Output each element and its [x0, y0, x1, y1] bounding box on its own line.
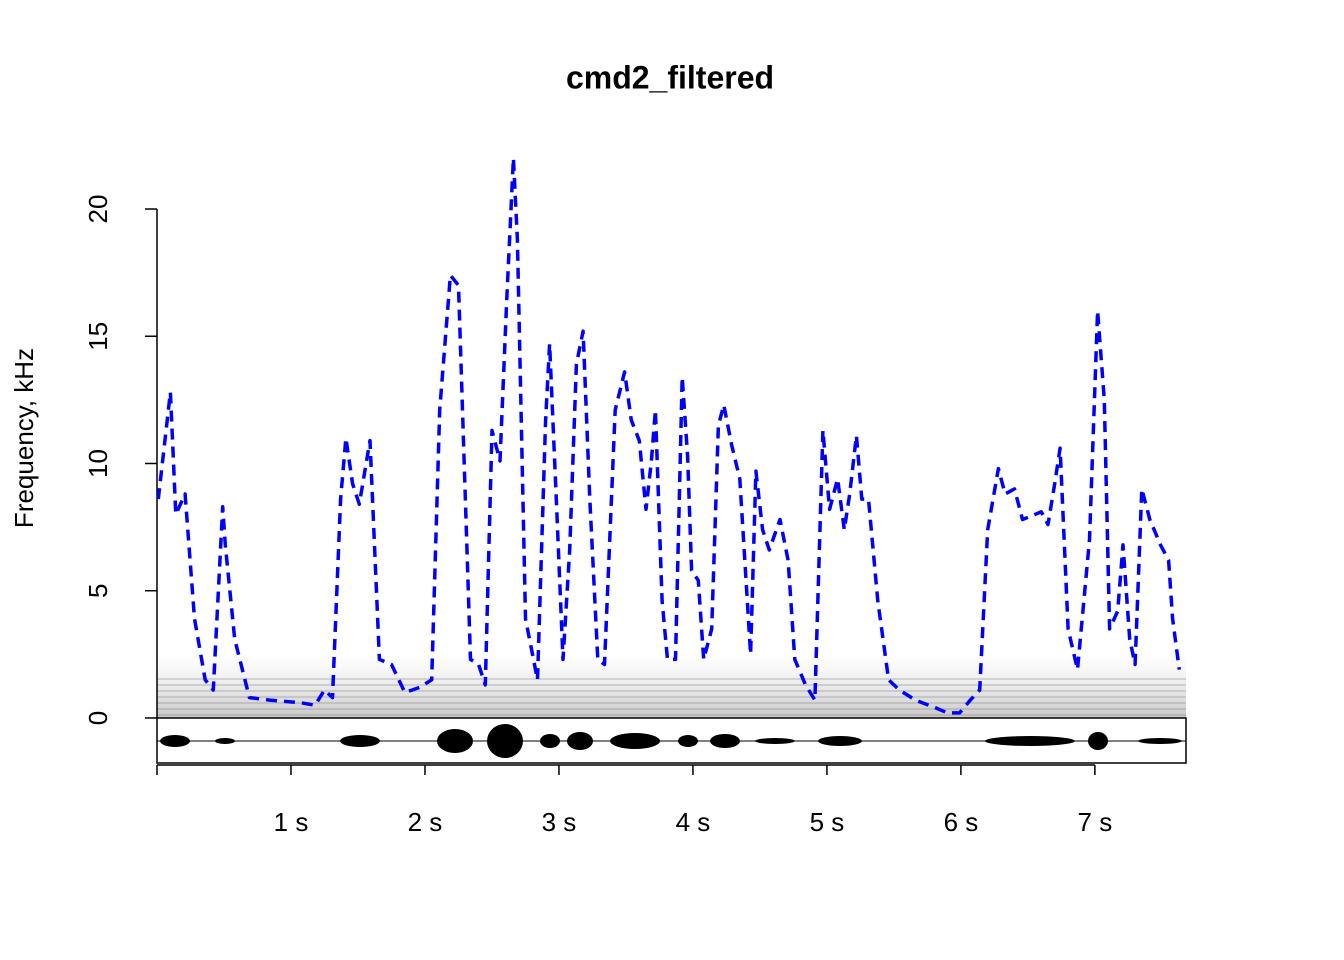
y-axis-label: Frequency, kHz [9, 348, 39, 528]
x-tick-label: 7 s [1078, 807, 1113, 837]
y-tick-label: 15 [83, 322, 113, 351]
x-tick-label: 4 s [676, 807, 711, 837]
chart-title: cmd2_filtered [566, 59, 774, 95]
x-tick-label: 1 s [274, 807, 309, 837]
x-tick-label: 5 s [810, 807, 845, 837]
frequency-line [156, 156, 1182, 715]
y-tick-label: 10 [83, 449, 113, 478]
spectrogram [157, 655, 1186, 718]
y-tick-label: 0 [83, 711, 113, 725]
y-tick-label: 5 [83, 583, 113, 597]
x-tick-label: 2 s [408, 807, 443, 837]
y-tick-label: 20 [83, 195, 113, 224]
waveform [156, 717, 1187, 764]
x-tick-label: 6 s [944, 807, 979, 837]
x-tick-label: 3 s [542, 807, 577, 837]
